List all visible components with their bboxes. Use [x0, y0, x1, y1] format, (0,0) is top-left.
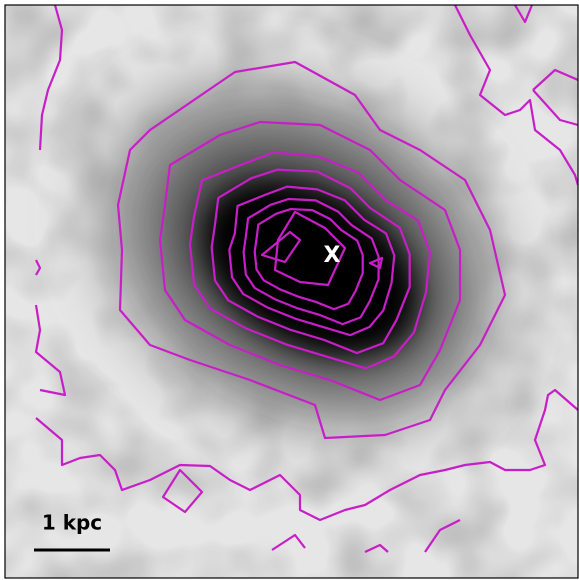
contour [190, 152, 430, 368]
contour [515, 5, 532, 22]
contour [36, 390, 578, 520]
contour [533, 70, 578, 90]
contours [36, 5, 578, 552]
contour [275, 212, 345, 285]
contour [262, 232, 300, 262]
scale-bar-label: 1 kpc [42, 511, 102, 535]
contour [36, 260, 40, 275]
frame [4, 4, 579, 579]
contour [118, 62, 505, 438]
center-marker: X [324, 243, 341, 268]
contour [160, 122, 460, 400]
contour [212, 170, 410, 353]
contour [36, 305, 65, 395]
contour [229, 187, 394, 336]
contour [272, 535, 305, 550]
contour [370, 258, 382, 268]
contour [244, 199, 379, 324]
contour [455, 5, 578, 185]
contour [425, 520, 460, 552]
contour [365, 545, 388, 552]
contour [255, 209, 363, 309]
contour [40, 5, 62, 150]
contour [533, 90, 578, 125]
contour [163, 470, 202, 512]
